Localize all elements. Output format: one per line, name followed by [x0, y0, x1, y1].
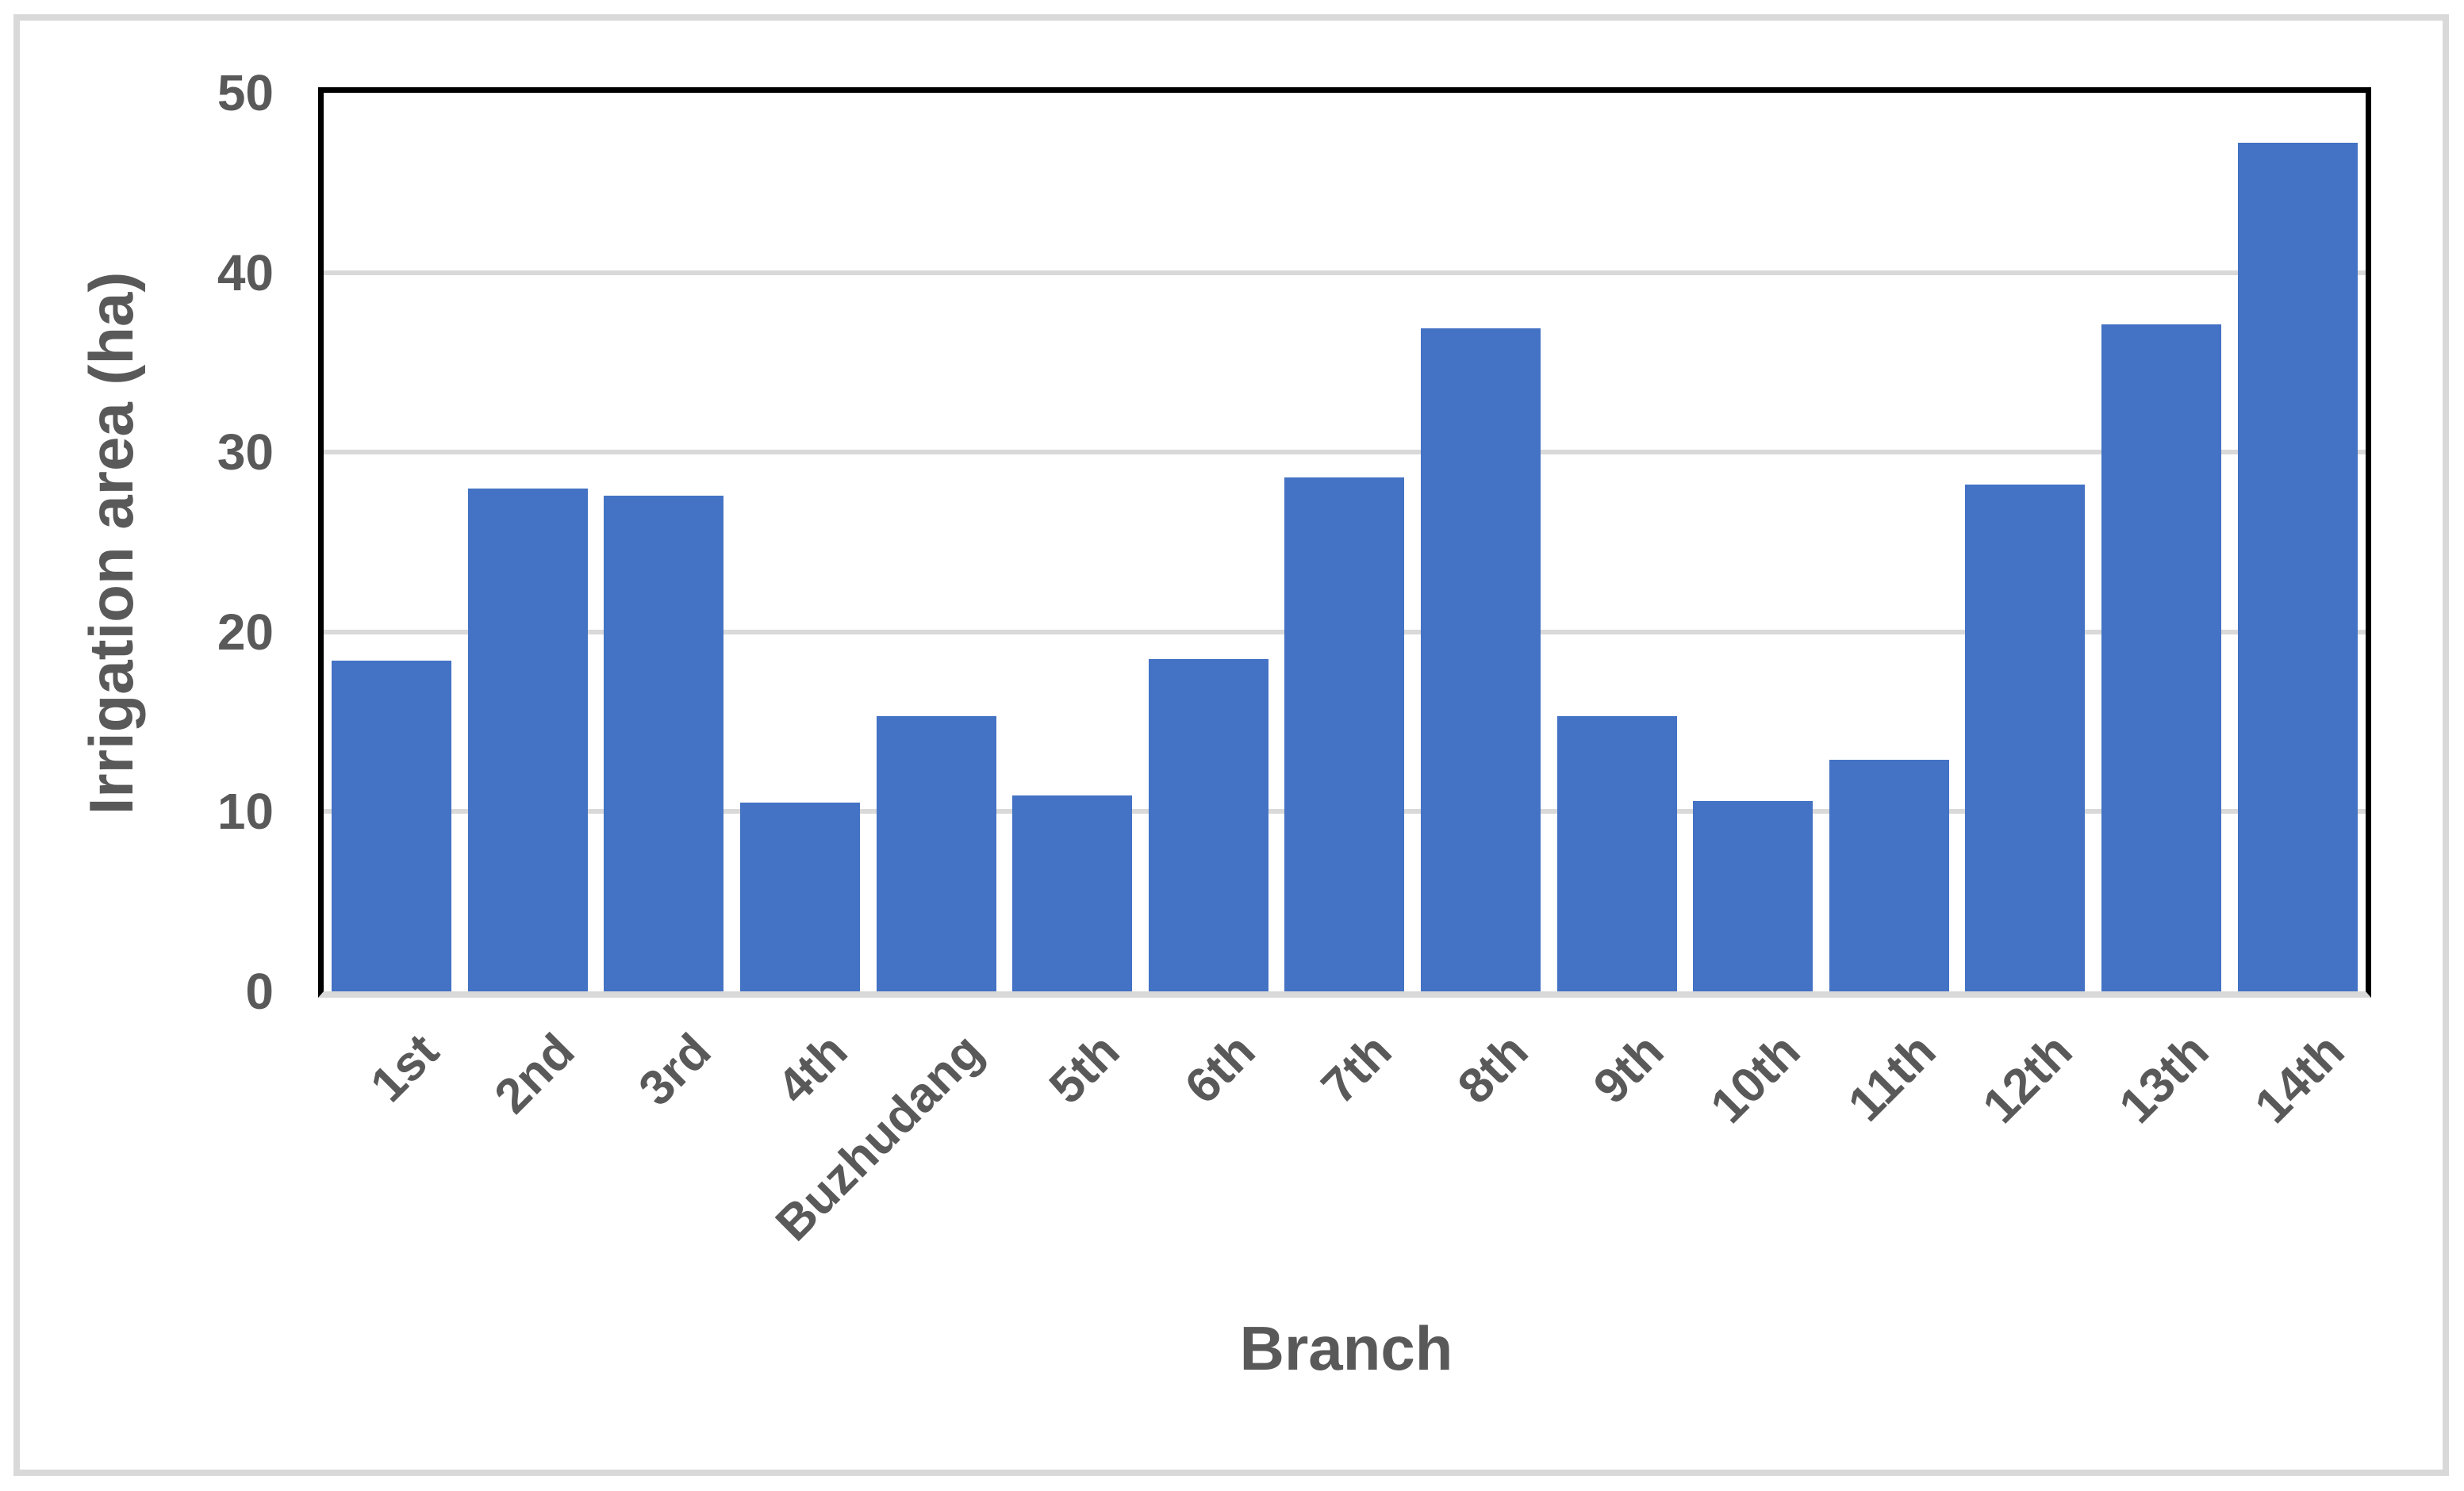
bar-series [324, 93, 2366, 991]
bar-12th [1965, 485, 2086, 991]
bar-slot-13th [2094, 93, 2230, 991]
y-tick-label-40: 40 [217, 243, 274, 301]
bar-3rd [604, 495, 724, 991]
bar-Buzhudang [876, 716, 996, 991]
bar-slot-1st [324, 93, 460, 991]
bar-slot-12th [1957, 93, 2094, 991]
bar-slot-2nd [460, 93, 597, 991]
bar-slot-6th [1141, 93, 1277, 991]
bar-11th [1829, 759, 1949, 991]
x-axis-title: Branch [1239, 1313, 1453, 1383]
bar-slot-5th [1004, 93, 1141, 991]
bar-slot-Buzhudang [868, 93, 1004, 991]
bar-9th [1556, 716, 1677, 991]
y-tick-label-0: 0 [245, 963, 274, 1020]
bar-2nd [467, 488, 588, 991]
bar-4th [740, 803, 861, 991]
bar-slot-11th [1821, 93, 1958, 991]
gridline-y-30 [324, 450, 2366, 455]
bar-13th [2101, 324, 2222, 991]
bar-10th [1693, 800, 1813, 991]
bar-8th [1421, 328, 1541, 991]
bar-slot-7th [1276, 93, 1413, 991]
bar-slot-10th [1685, 93, 1821, 991]
bar-slot-3rd [596, 93, 732, 991]
bar-6th [1148, 658, 1268, 991]
y-tick-label-20: 20 [217, 603, 274, 661]
bar-slot-8th [1413, 93, 1549, 991]
bar-1st [332, 661, 452, 991]
bar-14th [2237, 143, 2358, 991]
y-tick-label-30: 30 [217, 424, 274, 481]
gridline-y-40 [324, 270, 2366, 275]
y-tick-label-10: 10 [217, 783, 274, 841]
bar-slot-9th [1549, 93, 1685, 991]
bar-slot-14th [2229, 93, 2366, 991]
y-tick-label-50: 50 [217, 64, 274, 121]
bar-5th [1012, 795, 1133, 991]
plot-area [318, 87, 2371, 998]
y-axis-title: Irrigation area (ha) [76, 271, 146, 815]
bar-7th [1284, 477, 1405, 991]
bar-slot-4th [732, 93, 869, 991]
